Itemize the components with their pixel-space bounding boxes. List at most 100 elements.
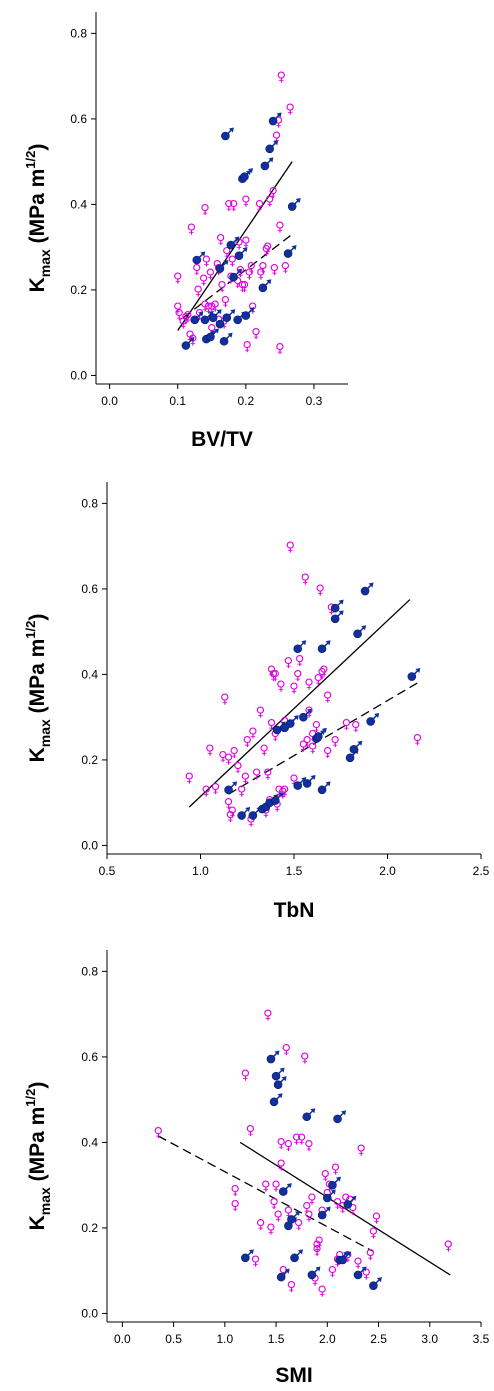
series-male [241, 1050, 382, 1290]
female-point: ♀ [226, 810, 236, 825]
male-arrowhead [315, 1266, 321, 1272]
female-point: ♀ [315, 583, 325, 598]
female-point: ♀ [207, 322, 217, 337]
male-dot [273, 1080, 283, 1089]
female-point: ♀ [238, 280, 248, 295]
male-dot [268, 116, 278, 126]
female-point: ♀ [263, 767, 273, 782]
male-point [234, 247, 248, 261]
female-point: ♀ [229, 745, 239, 760]
male-point [293, 640, 307, 654]
female-point: ♀ [272, 130, 282, 145]
male-point [299, 708, 312, 722]
x-tick-label: 3.5 [473, 1332, 490, 1346]
male-arrowhead [325, 781, 331, 787]
male-point [215, 260, 229, 273]
female-point: ♀ [200, 299, 210, 314]
male-arrowhead [279, 1067, 285, 1073]
x-tick-label: 0.3 [306, 394, 323, 408]
x-tick-label: 0.1 [169, 394, 186, 408]
female-point: ♀ [237, 784, 247, 799]
female-point: ♀ [199, 273, 209, 288]
male-dot [287, 202, 297, 211]
female-point: ♀ [300, 1051, 310, 1066]
x-tick-label: 0.5 [99, 864, 116, 878]
female-point: ♀ [281, 260, 291, 275]
female-point: ♀ [173, 301, 183, 316]
male-dot [278, 1187, 288, 1196]
x-tick-label: 0.2 [237, 394, 254, 408]
male-arrowhead [368, 582, 374, 588]
male-point [333, 1110, 347, 1124]
male-dot [366, 717, 375, 726]
male-arrowhead [213, 328, 219, 334]
female-point: ♀ [289, 681, 299, 696]
female-point: ♀ [312, 1243, 322, 1258]
female-point: ♀ [267, 718, 277, 733]
female-point: ♀ [292, 1132, 302, 1147]
male-point [302, 774, 316, 788]
male-point [302, 1108, 316, 1122]
female-point: ♀ [314, 673, 324, 688]
male-arrowhead [230, 309, 236, 315]
male-dot [293, 781, 303, 790]
male-dot [258, 283, 268, 293]
female-point: ♀ [276, 679, 286, 694]
male-arrowhead [415, 668, 421, 674]
female-point: ♀ [274, 115, 284, 130]
male-point [285, 715, 299, 728]
y-tick-label: 0.4 [81, 1135, 98, 1149]
female-point: ♀ [266, 1222, 276, 1237]
y-tick-label: 0.8 [81, 964, 98, 978]
female-point: ♀ [233, 760, 243, 775]
male-point [270, 792, 284, 805]
female-point: ♀ [185, 771, 195, 786]
female-point: ♀ [338, 1201, 348, 1216]
y-tick-label: 0.2 [81, 753, 98, 767]
female-point: ♀ [369, 1226, 379, 1241]
female-point: ♀ [185, 329, 195, 344]
male-point [317, 1206, 331, 1220]
male-dot [241, 1253, 250, 1263]
male-point [366, 712, 380, 726]
female-point: ♀ [333, 1196, 343, 1211]
y-tick-label: 0.6 [81, 582, 98, 596]
male-arrowhead [198, 311, 204, 317]
female-point: ♀ [323, 690, 333, 705]
male-dot [215, 264, 225, 273]
male-point [343, 1195, 357, 1209]
female-point: ♀ [317, 666, 327, 681]
female-point: ♀ [263, 1008, 273, 1023]
female-point: ♀ [259, 743, 269, 758]
female-point: ♀ [174, 307, 184, 322]
y-tick-label: 0.4 [81, 667, 98, 681]
male-point [317, 640, 331, 654]
male-point [314, 727, 327, 741]
female-point: ♀ [262, 243, 272, 258]
female-point: ♀ [217, 280, 227, 295]
male-arrowhead [247, 168, 253, 174]
male-arrowhead [361, 625, 367, 631]
y-axis-label: Kmax (MPa m1/2) [23, 1082, 53, 1231]
female-point: ♀ [269, 668, 279, 683]
male-dot [248, 811, 258, 820]
male-point [241, 1249, 254, 1263]
female-point: ♀ [183, 310, 193, 325]
fit-line-female [157, 1135, 374, 1253]
male-arrowhead [248, 1249, 254, 1255]
female-point: ♀ [181, 312, 191, 327]
female-point: ♀ [295, 653, 305, 668]
female-point: ♀ [330, 735, 340, 750]
male-point [353, 1266, 367, 1280]
male-point [287, 1210, 300, 1224]
y-tick-label: 0.8 [70, 26, 87, 40]
male-dot [241, 311, 251, 320]
male-point [353, 625, 367, 639]
male-dot [270, 796, 280, 805]
female-point: ♀ [178, 316, 188, 331]
male-point [221, 127, 234, 141]
male-dot [221, 131, 230, 141]
male-dot [307, 1270, 317, 1280]
female-point: ♀ [271, 1179, 281, 1194]
female-point: ♀ [187, 222, 197, 237]
